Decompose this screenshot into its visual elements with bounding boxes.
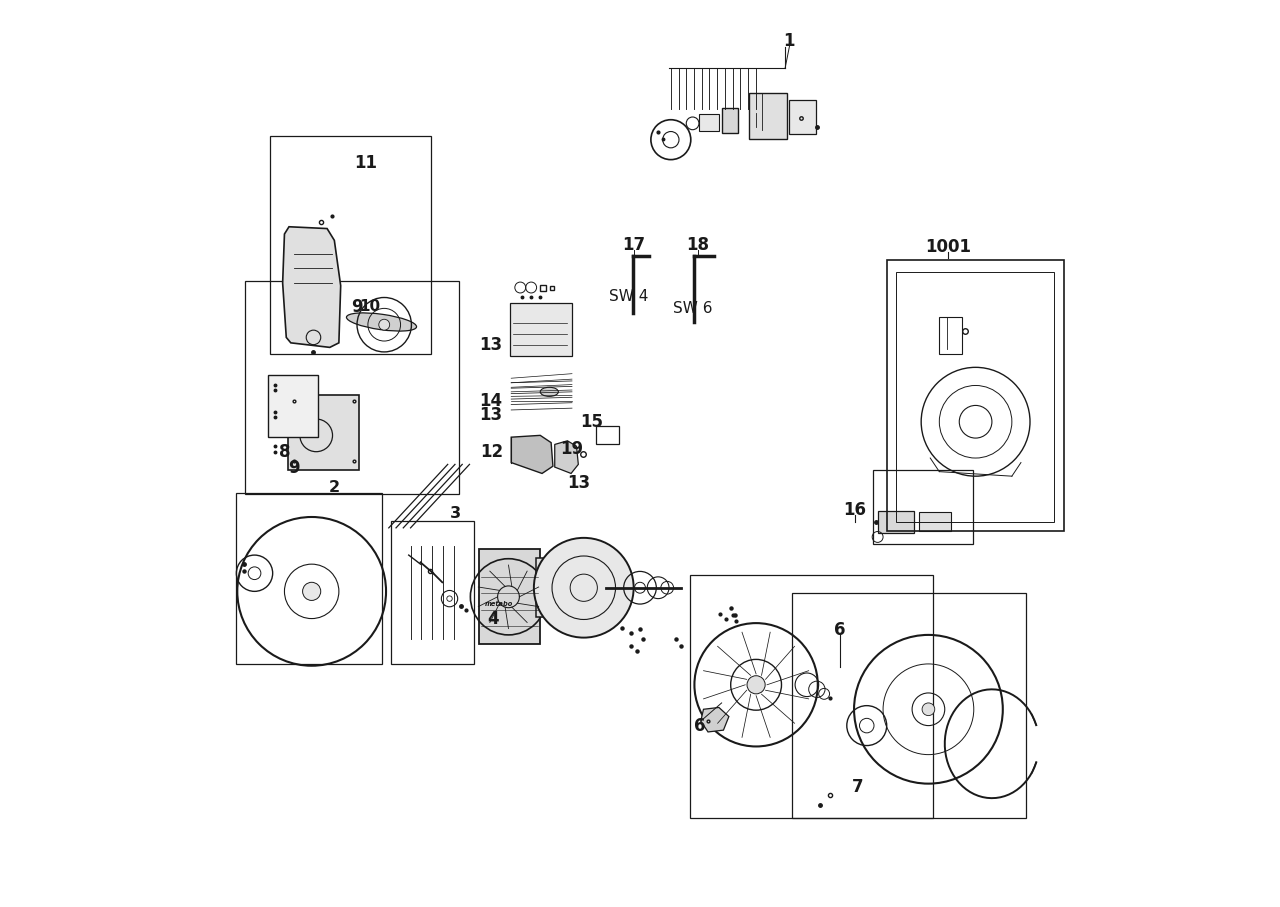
Text: 6: 6 xyxy=(833,621,845,639)
Circle shape xyxy=(379,319,389,330)
Bar xyxy=(511,303,572,356)
Bar xyxy=(288,395,358,470)
Text: SW 6: SW 6 xyxy=(673,301,713,316)
Text: 4: 4 xyxy=(488,610,499,629)
Text: 11: 11 xyxy=(355,154,378,172)
Bar xyxy=(390,521,474,664)
Polygon shape xyxy=(588,561,611,612)
Polygon shape xyxy=(479,549,540,644)
Polygon shape xyxy=(554,441,579,473)
Bar xyxy=(722,108,739,133)
Bar xyxy=(237,493,381,664)
Bar xyxy=(270,136,431,354)
Bar xyxy=(699,114,719,131)
Text: 17: 17 xyxy=(622,236,645,254)
Text: 9: 9 xyxy=(288,459,300,477)
Ellipse shape xyxy=(347,313,416,331)
Polygon shape xyxy=(511,435,553,473)
Ellipse shape xyxy=(540,387,558,396)
Bar xyxy=(887,260,1064,531)
Text: metabo: metabo xyxy=(484,601,512,607)
Bar xyxy=(749,93,787,139)
Bar xyxy=(919,512,951,531)
Text: 19: 19 xyxy=(561,440,584,458)
Text: 2: 2 xyxy=(329,481,340,495)
Bar xyxy=(690,575,933,818)
Text: 18: 18 xyxy=(686,236,709,254)
Circle shape xyxy=(922,703,934,716)
Text: 1: 1 xyxy=(783,32,795,50)
Text: SW 4: SW 4 xyxy=(608,289,648,304)
Circle shape xyxy=(302,582,321,600)
Circle shape xyxy=(748,676,765,694)
Bar xyxy=(268,375,317,437)
Text: 8: 8 xyxy=(279,443,291,461)
Polygon shape xyxy=(536,558,590,617)
Text: 14: 14 xyxy=(479,392,502,410)
Bar xyxy=(596,426,620,444)
Text: 9: 9 xyxy=(351,297,362,316)
Polygon shape xyxy=(283,227,340,347)
Text: 12: 12 xyxy=(480,443,503,461)
Text: 15: 15 xyxy=(580,413,603,431)
Circle shape xyxy=(534,538,634,638)
Bar xyxy=(873,470,973,544)
Bar xyxy=(480,594,517,614)
Text: 1001: 1001 xyxy=(925,238,972,256)
Text: 13: 13 xyxy=(479,336,502,354)
Text: 10: 10 xyxy=(360,299,380,314)
Polygon shape xyxy=(700,707,728,732)
Bar xyxy=(792,593,1027,818)
Bar xyxy=(896,272,1055,522)
Text: 13: 13 xyxy=(479,406,502,424)
Text: 7: 7 xyxy=(852,778,864,796)
Text: 13: 13 xyxy=(567,473,590,492)
Text: 3: 3 xyxy=(449,506,461,521)
Bar xyxy=(940,317,963,354)
Text: 16: 16 xyxy=(844,501,867,519)
Bar xyxy=(788,100,815,134)
Text: 6: 6 xyxy=(694,717,705,735)
Bar xyxy=(878,511,914,533)
Bar xyxy=(246,281,458,494)
